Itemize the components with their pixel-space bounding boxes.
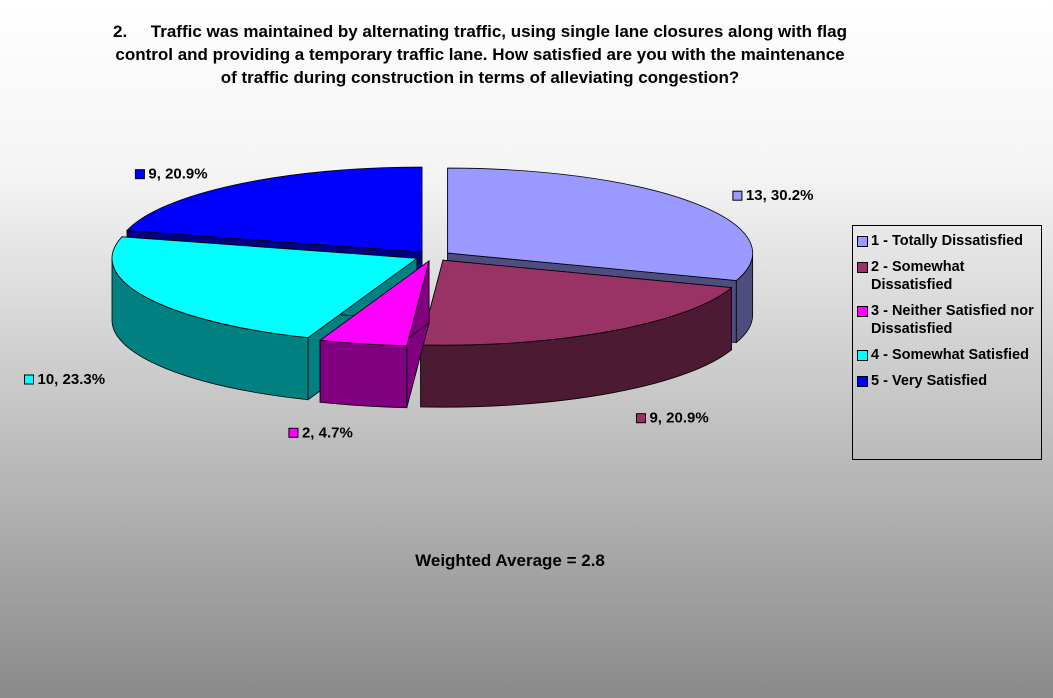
legend-label: 1 - Totally Dissatisfied: [871, 233, 1024, 249]
pie-area: 13, 30.2% 9, 20.9% 2, 4.7% 10, 23.3% 9, 20.9…: [23, 166, 814, 441]
data-label: 10, 23.3%: [37, 371, 105, 388]
label-swatch: [732, 190, 743, 201]
legend-label: 2 - Somewhat Dissatisfied: [871, 259, 965, 293]
label-swatch: [134, 169, 145, 180]
legend-entry: 3 - Neither Satisfied nor Dissatisfied: [857, 302, 1037, 338]
legend-entry: 1 - Totally Dissatisfied: [857, 232, 1037, 250]
annotation: Weighted Average = 2.8: [415, 551, 605, 570]
slice: [126, 166, 423, 253]
chart-title: 2. Traffic was maintained by alternating…: [113, 22, 852, 87]
legend-label: 4 - Somewhat Satisfied: [871, 347, 1029, 363]
label-swatch: [23, 374, 34, 385]
legend-swatch: [857, 350, 868, 361]
legend-entry: 2 - Somewhat Dissatisfied: [857, 258, 1037, 294]
legend-entry: 5 - Very Satisfied: [857, 372, 1037, 390]
legend-swatch: [857, 376, 868, 387]
legend-label: 5 - Very Satisfied: [871, 373, 988, 389]
legend-entry: 4 - Somewhat Satisfied: [857, 346, 1037, 364]
data-label: 13, 30.2%: [746, 187, 814, 204]
slice-wall: [319, 339, 408, 409]
label-swatch: [635, 413, 646, 424]
legend-swatch: [857, 236, 868, 247]
slice: [319, 259, 430, 347]
legend: 1 - Totally Dissatisfied 2 - Somewhat Dis…: [852, 225, 1042, 460]
data-label: 9, 20.9%: [148, 166, 207, 183]
slice: [447, 167, 754, 281]
data-label: 2, 4.7%: [302, 424, 353, 441]
slice: [420, 259, 733, 346]
slice: [111, 236, 419, 339]
label-swatch: [288, 427, 299, 438]
legend-swatch: [857, 262, 868, 273]
legend-label: 3 - Neither Satisfied nor Dissatisfied: [871, 303, 1034, 337]
legend-swatch: [857, 306, 868, 317]
data-label: 9, 20.9%: [649, 410, 708, 427]
